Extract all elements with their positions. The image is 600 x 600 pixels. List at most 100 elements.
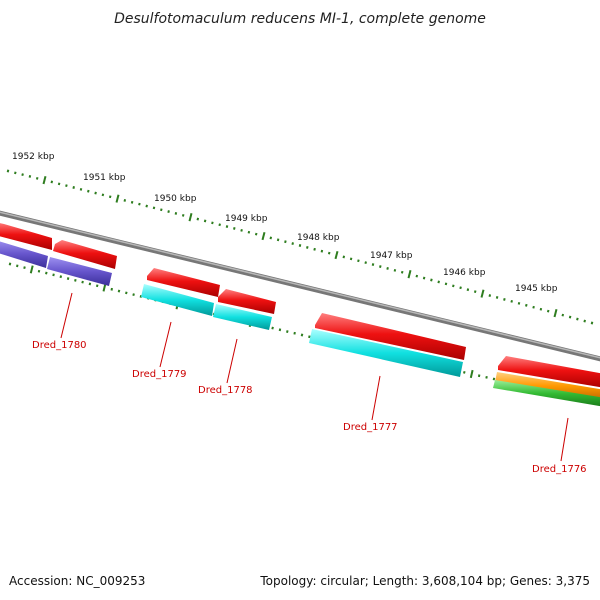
minor-tick [14, 171, 17, 175]
minor-tick [293, 331, 296, 335]
cds-track [0, 223, 600, 388]
minor-tick [517, 301, 521, 305]
major-tick [42, 176, 47, 185]
major-tick [261, 231, 266, 241]
minor-tick [240, 228, 243, 232]
minor-tick [452, 284, 455, 288]
minor-tick [145, 204, 148, 208]
minor-tick [28, 175, 32, 178]
gene-labels: Dred_1780 Dred_1779 Dred_1778 Dred_1777 … [32, 292, 587, 475]
minor-tick [139, 295, 143, 298]
minor-tick [583, 319, 586, 323]
major-tick [115, 194, 120, 203]
minor-tick [276, 238, 280, 242]
gene-label: Dred_1776 [532, 464, 587, 475]
minor-tick [278, 328, 282, 332]
minor-tick [400, 270, 404, 274]
gene-leader-line [560, 417, 569, 462]
minor-tick [284, 240, 287, 244]
major-tick [469, 369, 474, 379]
minor-tick [561, 313, 565, 317]
minor-tick [218, 223, 221, 227]
major-tick [407, 270, 412, 279]
kbp-label: 1952 kbp [12, 152, 55, 162]
gene-label: Dred_1777 [343, 422, 398, 433]
minor-tick [167, 210, 170, 214]
minor-tick [466, 288, 470, 292]
kbp-label: 1945 kbp [515, 284, 558, 294]
minor-tick [415, 274, 419, 278]
minor-tick [364, 261, 367, 265]
minor-tick [298, 244, 302, 247]
minor-tick [488, 294, 492, 297]
minor-tick [130, 200, 134, 204]
minor-tick [430, 278, 433, 282]
major-tick [553, 309, 558, 318]
kbp-label: 1947 kbp [370, 251, 413, 261]
minor-tick [459, 286, 462, 290]
minor-tick [233, 227, 236, 230]
minor-tick [576, 317, 579, 321]
feature-bar-cyan [309, 329, 463, 377]
gene-label: Dred_1779 [132, 369, 187, 380]
minor-tick [160, 208, 163, 212]
gene-leader-line [226, 338, 238, 384]
minor-tick [94, 191, 97, 195]
minor-tick [254, 232, 258, 236]
feature-bar-cyan [213, 304, 272, 330]
minor-tick [495, 296, 499, 299]
map-title: Desulfotomaculum reducens MI-1, complete… [114, 11, 486, 27]
minor-tick [357, 259, 360, 263]
minor-tick [225, 225, 229, 229]
minor-tick [422, 276, 426, 280]
minor-tick [152, 206, 156, 210]
upper-tick-row [6, 169, 594, 325]
minor-tick [79, 187, 83, 191]
cds-arrow [147, 268, 220, 297]
minor-tick [108, 195, 112, 199]
minor-tick [492, 377, 496, 381]
minor-tick [349, 257, 353, 261]
gene-label: Dred_1778 [198, 385, 253, 396]
minor-tick [87, 189, 90, 193]
major-tick [188, 213, 193, 222]
minor-tick [37, 269, 41, 273]
minor-tick [196, 217, 200, 221]
cds-arrow [0, 223, 52, 250]
minor-tick [66, 277, 70, 280]
minor-tick [203, 219, 207, 223]
genome-backbone-highlight [0, 211, 600, 359]
minor-tick [546, 309, 550, 313]
minor-tick [463, 370, 466, 374]
minor-tick [306, 245, 309, 249]
minor-tick [393, 268, 397, 272]
feature-track [0, 241, 600, 407]
minor-tick [52, 273, 55, 277]
minor-tick [117, 289, 121, 293]
kbp-label: 1949 kbp [225, 214, 268, 224]
feature-bar-blue [47, 257, 112, 286]
cds-arrow [315, 313, 466, 360]
minor-tick [539, 307, 543, 311]
major-tick [480, 289, 485, 298]
minor-tick [291, 242, 294, 246]
minor-tick [110, 287, 113, 291]
minor-tick [132, 293, 135, 297]
kbp-label: 1951 kbp [83, 173, 126, 183]
minor-tick [125, 291, 128, 295]
minor-tick [101, 193, 105, 197]
feature-bar-cyan [141, 284, 214, 316]
minor-tick [95, 284, 99, 288]
minor-tick [477, 374, 481, 378]
minor-tick [286, 330, 289, 333]
feature-bar-orange [495, 372, 600, 400]
minor-tick [371, 263, 375, 267]
topology-text: Topology: circular; Length: 3,608,104 bp… [260, 574, 590, 588]
minor-tick [532, 305, 535, 309]
minor-tick [181, 213, 185, 217]
minor-tick [50, 180, 54, 184]
gene-leader-line [60, 292, 73, 339]
minor-tick [123, 199, 127, 202]
gene-label: Dred_1780 [32, 340, 87, 351]
